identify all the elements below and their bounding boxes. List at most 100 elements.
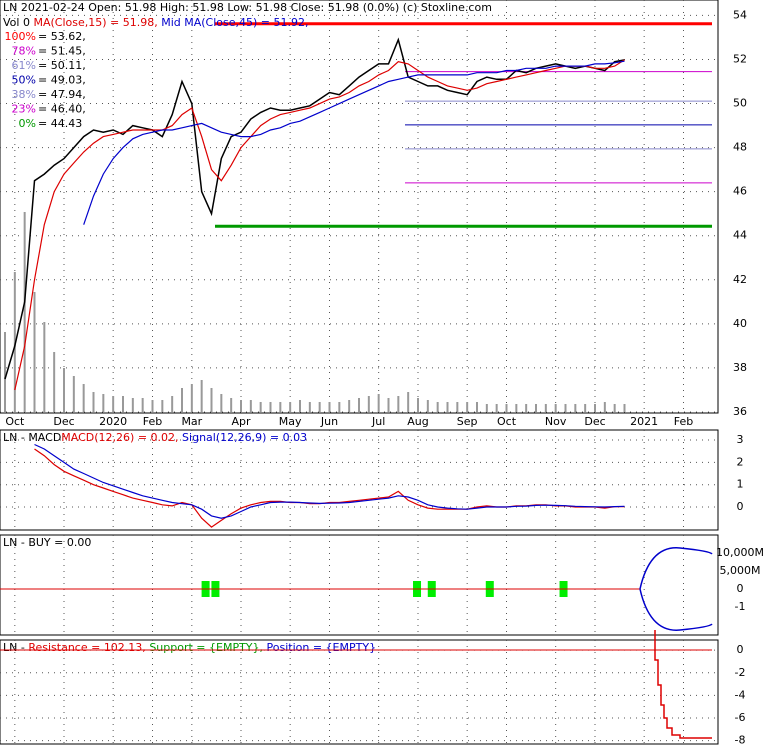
volume-bar bbox=[466, 402, 469, 412]
volume-bar bbox=[328, 402, 331, 412]
volume-bar bbox=[348, 400, 351, 412]
volume-bar bbox=[102, 394, 105, 412]
x-tick-label: Oct bbox=[497, 415, 517, 428]
fib-value: = 51.45, bbox=[38, 45, 86, 58]
y-tick-label: 52 bbox=[733, 52, 747, 65]
volume-bar bbox=[112, 396, 115, 412]
y-tick-label: -6 bbox=[735, 711, 746, 724]
fib-value: = 46.40, bbox=[38, 103, 86, 116]
fib-level: 0% bbox=[19, 117, 36, 130]
fib-level: 78% bbox=[12, 45, 36, 58]
series-line bbox=[34, 443, 625, 519]
volume-bar bbox=[210, 388, 213, 412]
macd-legend: LN - MACDMACD(12,26) = 0.02, Signal(12,2… bbox=[3, 431, 307, 444]
y-tick-label: 40 bbox=[733, 317, 747, 330]
volume-bar bbox=[544, 404, 547, 412]
y-tick-label: 5,000M bbox=[720, 564, 761, 577]
y-tick-label: 0 bbox=[737, 643, 744, 656]
volume-bar bbox=[13, 272, 16, 412]
volume-bar bbox=[377, 394, 380, 412]
volume-bar bbox=[505, 404, 508, 412]
price-panel bbox=[0, 0, 719, 414]
volume-bar bbox=[220, 394, 223, 412]
x-tick-label: Jun bbox=[320, 415, 338, 428]
volume-bar bbox=[131, 398, 134, 412]
y-tick-label: -8 bbox=[735, 734, 746, 745]
volume-bar bbox=[426, 400, 429, 412]
volume-bar bbox=[72, 376, 75, 412]
res-legend: LN - Resistance = 102.13, Support = {EMP… bbox=[3, 641, 376, 654]
ma15-label: MA(Close,15) = 51.98, bbox=[33, 16, 157, 29]
volume-bar bbox=[299, 400, 301, 412]
x-tick-label: Jul bbox=[371, 415, 385, 428]
volume-bar bbox=[171, 396, 174, 412]
fib-level: 38% bbox=[12, 88, 36, 101]
volume-bar bbox=[603, 402, 606, 412]
volume-bar bbox=[240, 400, 242, 412]
macd-panel bbox=[0, 429, 719, 531]
volume-bar bbox=[613, 404, 616, 412]
y-tick-label: 0 bbox=[737, 582, 744, 595]
res-title: LN - bbox=[3, 641, 28, 654]
macd-title: LN - MACD bbox=[3, 431, 61, 444]
support-label: Support = {EMPTY}, bbox=[149, 641, 263, 654]
y-tick-label: -4 bbox=[735, 688, 746, 701]
x-tick-label: May bbox=[279, 415, 302, 428]
fib-value: = 53.62, bbox=[38, 30, 86, 43]
signal-label: Signal(12,26,9) = 0.03 bbox=[182, 431, 307, 444]
volume-bar bbox=[407, 392, 410, 412]
y-tick-label: 2 bbox=[737, 455, 744, 468]
res-label: Resistance = 102.13, bbox=[28, 641, 145, 654]
volume-bar bbox=[230, 398, 233, 412]
x-tick-label: Feb bbox=[143, 415, 162, 428]
volume-bar bbox=[525, 404, 528, 412]
x-tick-label: Dec bbox=[584, 415, 605, 428]
x-tick-label: 2020 bbox=[99, 415, 127, 428]
x-tick-label: Aug bbox=[407, 415, 428, 428]
volume-bar bbox=[151, 400, 154, 412]
x-tick-label: Mar bbox=[181, 415, 202, 428]
volume-bar bbox=[269, 402, 272, 412]
x-tick-label: Oct bbox=[5, 415, 25, 428]
volume-bar bbox=[358, 398, 360, 412]
y-tick-label: 46 bbox=[733, 185, 747, 198]
fib-level: 100% bbox=[5, 30, 36, 43]
volume-bar bbox=[161, 400, 164, 412]
volume-bar bbox=[574, 404, 577, 412]
y-tick-label: 54 bbox=[733, 8, 747, 21]
volume-bar bbox=[190, 384, 193, 412]
volume-bar bbox=[181, 388, 183, 412]
volume-bar bbox=[554, 404, 557, 412]
ma45-label: Mid MA(Close,45) = 51.92, bbox=[161, 16, 308, 29]
layer: Oct Dec 2020 Feb Mar Apr May Jun Jul Aug Sep Oct Nov… bbox=[0, 0, 764, 745]
volume-bar bbox=[23, 212, 26, 412]
y-tick-label: 42 bbox=[733, 273, 747, 286]
fib-value: = 49.03, bbox=[38, 74, 86, 87]
volume-bar bbox=[495, 404, 498, 412]
volume-bar bbox=[63, 368, 65, 412]
vol-label: Vol 0 bbox=[3, 16, 30, 29]
resistance-panel bbox=[0, 639, 719, 745]
y-tick-label: 38 bbox=[733, 361, 747, 374]
y-tick-label: 3 bbox=[737, 433, 744, 446]
x-tick-label: Nov bbox=[545, 415, 567, 428]
volume-bar bbox=[259, 402, 262, 412]
volume-bar bbox=[387, 398, 390, 412]
volume-bar bbox=[456, 402, 459, 412]
series-line bbox=[14, 59, 625, 391]
volume-bar bbox=[33, 292, 36, 412]
volume-bar bbox=[476, 402, 478, 412]
y-tick-label: 50 bbox=[733, 97, 747, 110]
volume-bar bbox=[4, 332, 6, 412]
y-tick-label: 0 bbox=[737, 500, 744, 513]
volume-bar bbox=[279, 402, 282, 412]
fib-level: 61% bbox=[12, 59, 36, 72]
volume-bar bbox=[535, 404, 537, 412]
fib-level: 23% bbox=[12, 103, 36, 116]
volume-bar bbox=[338, 402, 341, 412]
volume-bar bbox=[92, 392, 95, 412]
y-tick-label: 1 bbox=[737, 478, 744, 491]
x-tick-label: Feb bbox=[674, 415, 693, 428]
fib-level: 50% bbox=[12, 74, 36, 87]
volume-bar bbox=[485, 404, 488, 412]
